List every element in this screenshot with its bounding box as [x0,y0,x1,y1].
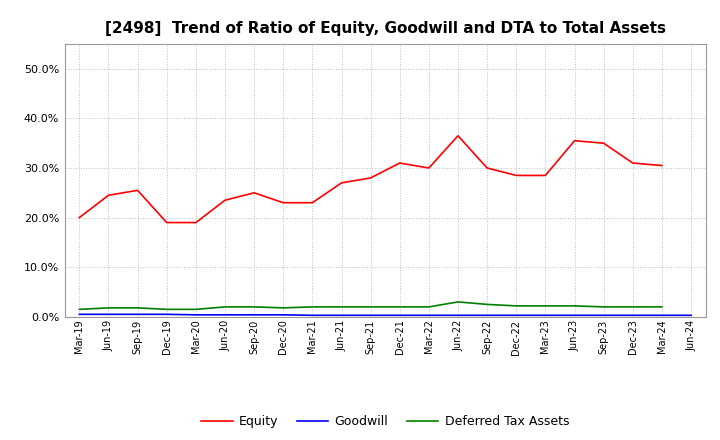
Goodwill [75,312,84,317]
Legend: Equity, Goodwill, Deferred Tax Assets: Equity, Goodwill, Deferred Tax Assets [197,411,574,433]
Goodwill [629,313,637,318]
Goodwill [308,313,317,318]
Goodwill [687,313,696,318]
Equity [454,133,462,139]
Deferred Tax Assets [425,304,433,309]
Deferred Tax Assets [133,305,142,311]
Goodwill [541,313,550,318]
Deferred Tax Assets [570,303,579,308]
Goodwill [104,312,113,317]
Equity [629,161,637,166]
Deferred Tax Assets [75,307,84,312]
Equity [541,173,550,178]
Equity [657,163,666,168]
Equity [250,190,258,195]
Goodwill [395,313,404,318]
Equity [308,200,317,205]
Equity [163,220,171,225]
Equity [599,140,608,146]
Goodwill [220,312,229,317]
Deferred Tax Assets [483,302,492,307]
Deferred Tax Assets [250,304,258,309]
Equity [220,198,229,203]
Goodwill [570,313,579,318]
Goodwill [454,313,462,318]
Title: [2498]  Trend of Ratio of Equity, Goodwill and DTA to Total Assets: [2498] Trend of Ratio of Equity, Goodwil… [104,21,666,36]
Deferred Tax Assets [104,305,113,311]
Deferred Tax Assets [657,304,666,309]
Deferred Tax Assets [629,304,637,309]
Goodwill [133,312,142,317]
Equity [570,138,579,143]
Equity [192,220,200,225]
Goodwill [425,313,433,318]
Line: Equity: Equity [79,136,662,223]
Goodwill [163,312,171,317]
Goodwill [657,313,666,318]
Deferred Tax Assets [395,304,404,309]
Deferred Tax Assets [512,303,521,308]
Equity [75,215,84,220]
Deferred Tax Assets [366,304,375,309]
Equity [104,193,113,198]
Goodwill [483,313,492,318]
Deferred Tax Assets [337,304,346,309]
Deferred Tax Assets [541,303,550,308]
Deferred Tax Assets [220,304,229,309]
Deferred Tax Assets [192,307,200,312]
Deferred Tax Assets [308,304,317,309]
Deferred Tax Assets [599,304,608,309]
Goodwill [599,313,608,318]
Goodwill [366,313,375,318]
Goodwill [250,312,258,317]
Goodwill [279,312,287,317]
Equity [133,188,142,193]
Goodwill [192,312,200,317]
Equity [366,175,375,180]
Line: Goodwill: Goodwill [79,314,691,315]
Deferred Tax Assets [279,305,287,311]
Line: Deferred Tax Assets: Deferred Tax Assets [79,302,662,309]
Equity [395,161,404,166]
Equity [279,200,287,205]
Goodwill [512,313,521,318]
Equity [483,165,492,171]
Deferred Tax Assets [454,299,462,304]
Equity [512,173,521,178]
Goodwill [337,313,346,318]
Deferred Tax Assets [163,307,171,312]
Equity [425,165,433,171]
Equity [337,180,346,186]
